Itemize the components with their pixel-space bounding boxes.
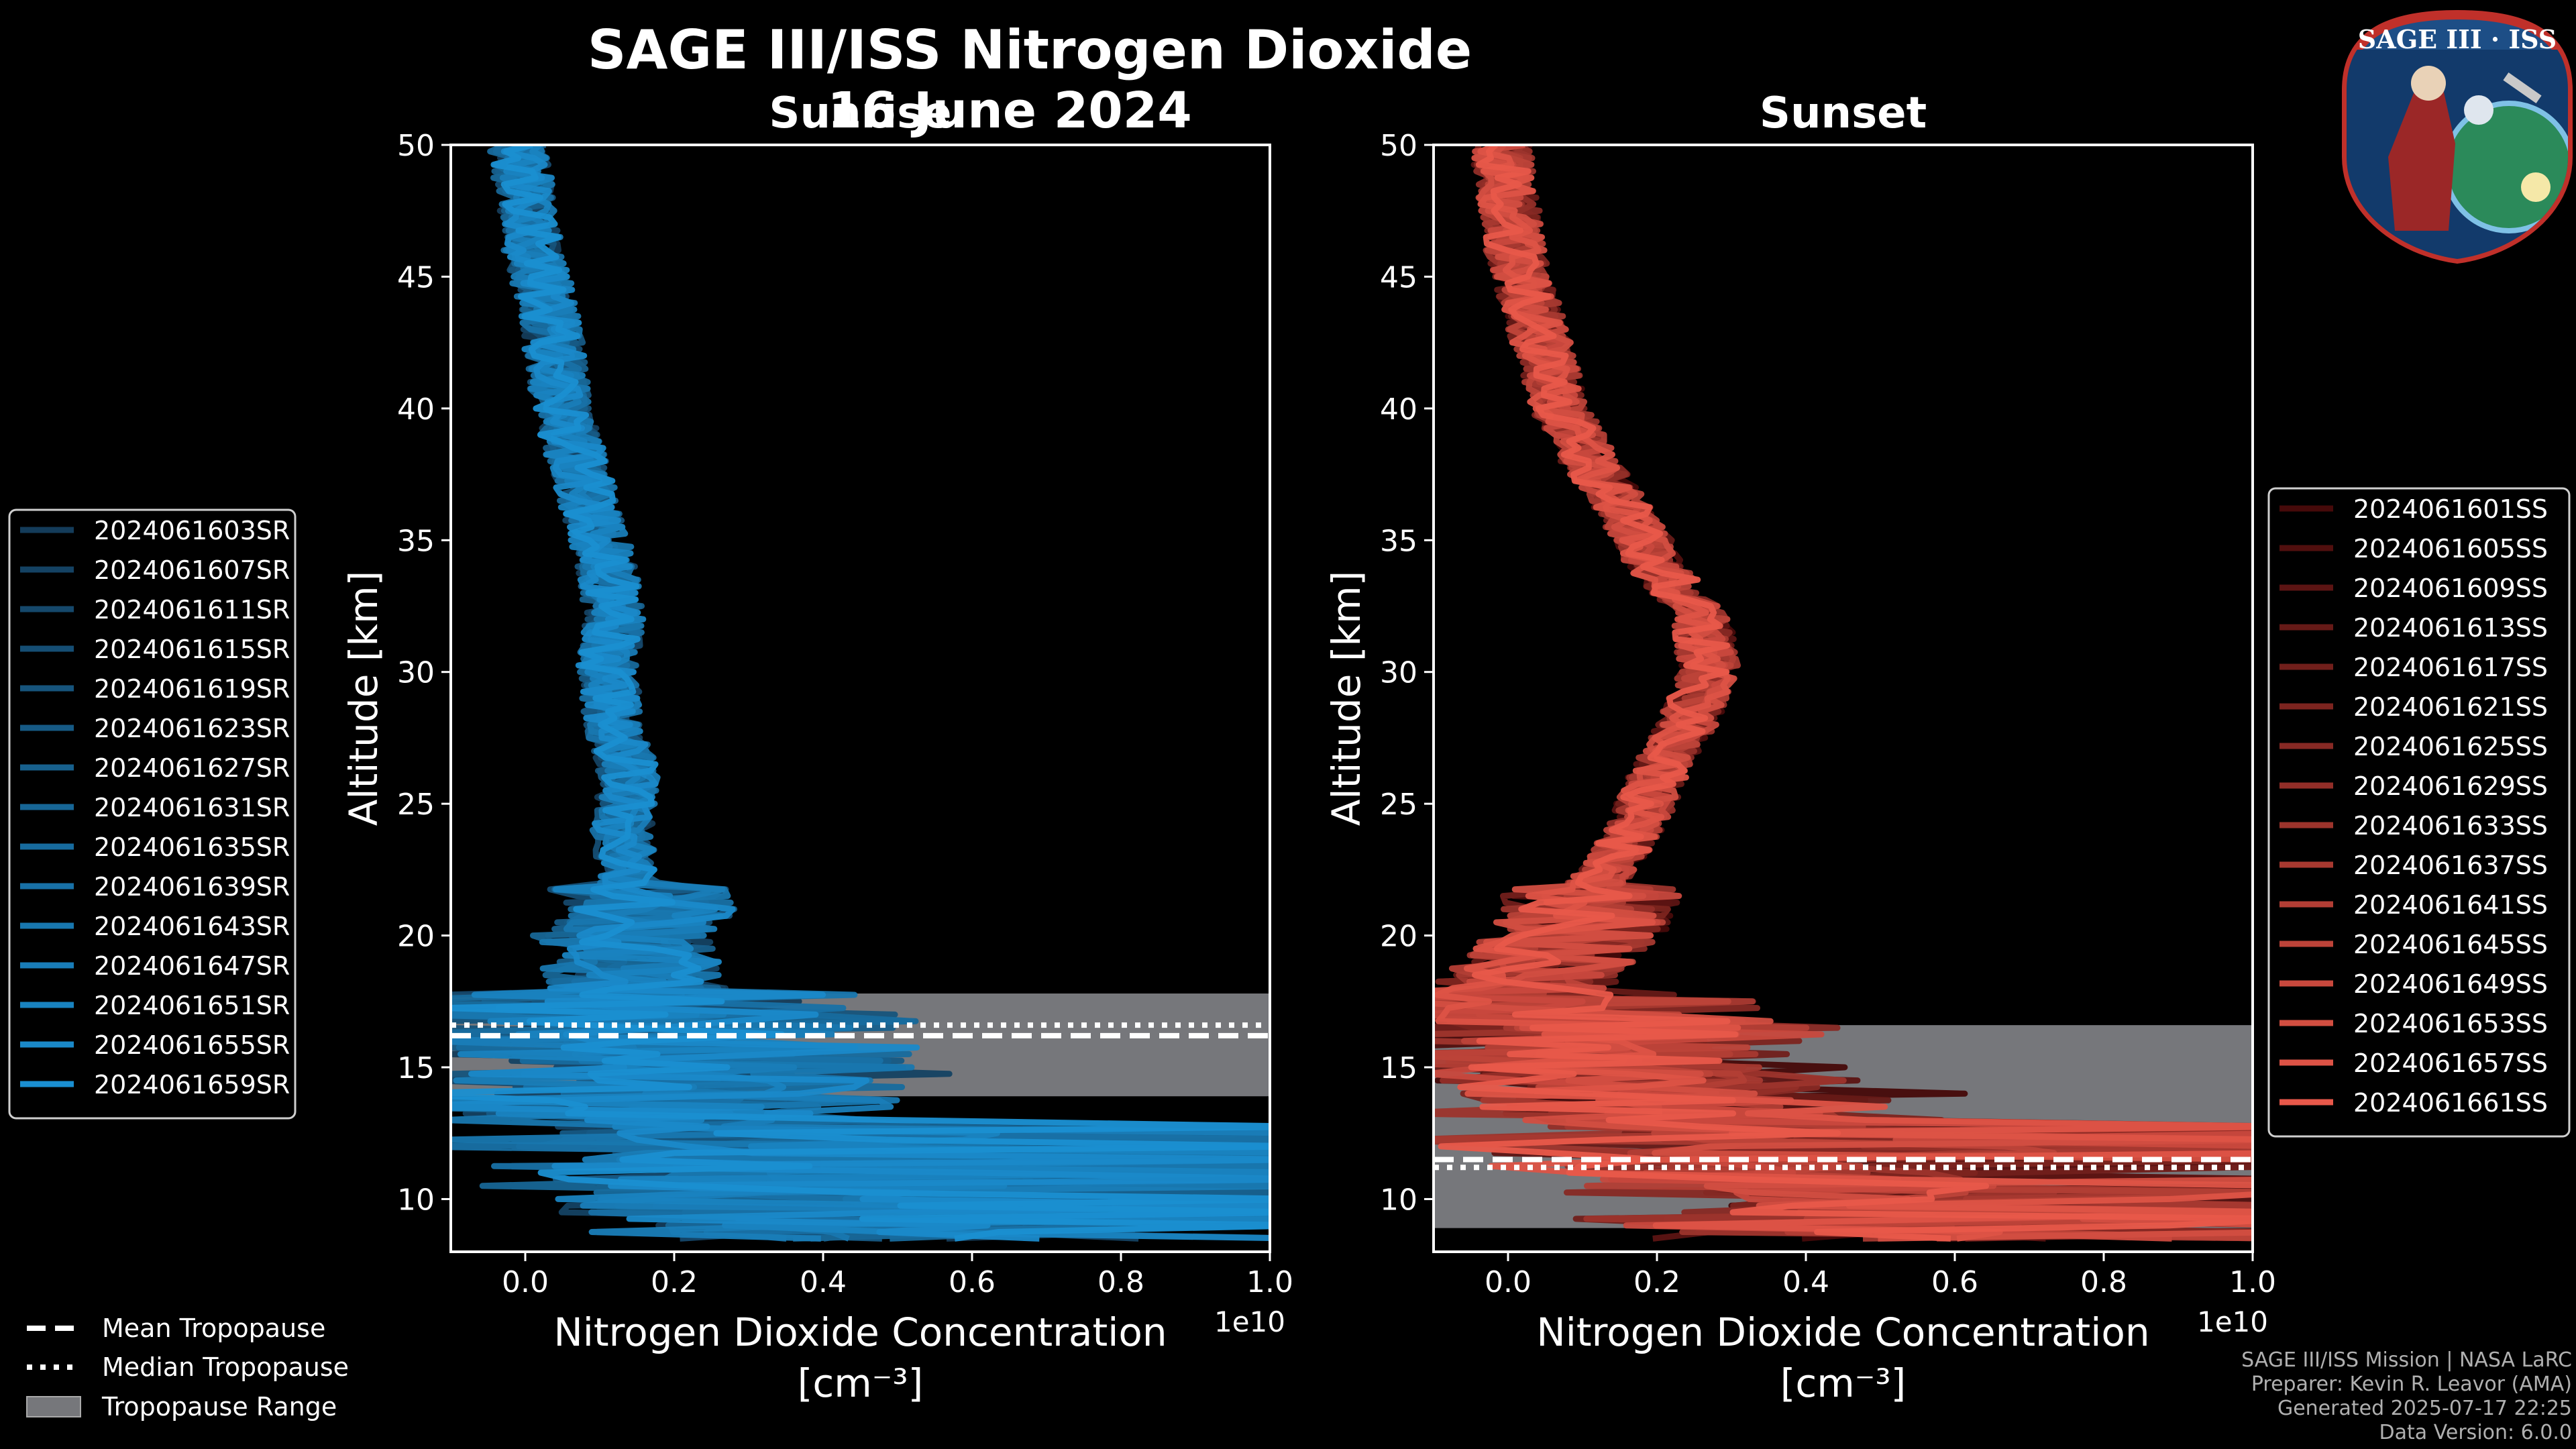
x-axis-units: [cm⁻³] [798, 1360, 924, 1406]
y-tick-label: 20 [1380, 920, 1417, 954]
legend-label: 2024061625SS [2353, 732, 2548, 761]
legend-label: 2024061621SS [2353, 692, 2548, 722]
plot-title-sunset: Sunset [1760, 89, 1927, 138]
y-tick-label: 50 [397, 129, 435, 163]
tropopause-range-label: Tropopause Range [101, 1392, 337, 1421]
legend-label: 2024061635SR [94, 833, 290, 862]
x-multiplier: 1e10 [1214, 1305, 1285, 1338]
legend-label: 2024061627SR [94, 753, 290, 783]
legend-label: 2024061601SS [2353, 494, 2548, 524]
y-tick-label: 20 [397, 920, 435, 954]
y-tick-label: 40 [397, 392, 435, 427]
plots-group: 10 15 20 25 30 35 40 45 50 0.0 0.2 0.4 0.6 0.8 1.0 1e10… [8, 89, 2571, 1406]
y-tick-label: 45 [397, 260, 435, 294]
x-tick-label: 1.0 [2229, 1265, 2276, 1299]
y-tick-label: 10 [1380, 1183, 1417, 1217]
legend-label: 2024061649SS [2353, 969, 2548, 999]
credit-preparer: Preparer: Kevin R. Leavor (AMA) [2251, 1373, 2572, 1396]
y-tick-label: 10 [397, 1183, 435, 1217]
x-tick-label: 0.8 [1097, 1265, 1144, 1299]
legend-label: 2024061613SS [2353, 613, 2548, 643]
legend-label: 2024061661SS [2353, 1088, 2548, 1118]
y-tick-label: 50 [1380, 129, 1417, 163]
figure-title: SAGE III/ISS Nitrogen Dioxide [588, 19, 1472, 81]
legend-label: 2024061653SS [2353, 1009, 2548, 1038]
mean-tropopause-label: Mean Tropopause [102, 1313, 325, 1343]
credit-mission: SAGE III/ISS Mission | NASA LaRC [2241, 1348, 2572, 1372]
legend-frame [2267, 487, 2571, 1138]
y-axis-label: Altitude [km] [1324, 571, 1369, 826]
y-axis-label: Altitude [km] [341, 571, 386, 826]
legend-label: 2024061641SS [2353, 890, 2548, 920]
plot-area [451, 145, 1270, 1242]
x-axis-units: [cm⁻³] [1780, 1360, 1907, 1406]
legend-label: 2024061629SS [2353, 771, 2548, 801]
y-tick-label: 25 [1380, 788, 1417, 822]
legend-label: 2024061647SR [94, 951, 290, 981]
series-legend-sunset: 2024061601SS 2024061605SS 2024061609SS 2024… [2267, 487, 2571, 1138]
tropopause-legend: Mean Tropopause Median Tropopause Tropop… [26, 1313, 349, 1421]
legend-label: 2024061607SR [94, 555, 290, 585]
plot-area [1434, 145, 2253, 1242]
profile-line-2024061661SS [1438, 145, 2253, 1242]
profile-line-2024061659SR [451, 145, 1270, 1242]
mission-badge: SAGE III · ISS [2341, 9, 2573, 264]
legend-label: 2024061617SS [2353, 653, 2548, 682]
plot-title-sunrise: Sunrise [769, 89, 951, 138]
legend-label: 2024061609SS [2353, 574, 2548, 603]
y-tick-label: 40 [1380, 392, 1417, 427]
x-tick-label: 0.6 [949, 1265, 996, 1299]
y-tick-label: 35 [1380, 524, 1417, 558]
legend-label: 2024061657SS [2353, 1049, 2548, 1078]
legend-label: 2024061619SR [94, 674, 290, 704]
plot-sunset: 10 15 20 25 30 35 40 45 50 0.0 0.2 0.4 0.6 0.8 1.0 1e10… [1324, 89, 2571, 1406]
legend-label: 2024061655SR [94, 1030, 290, 1060]
legend-label: 2024061605SS [2353, 534, 2548, 564]
legend-label: 2024061637SS [2353, 851, 2548, 880]
x-tick-label: 0.2 [651, 1265, 698, 1299]
legend-label: 2024061633SS [2353, 811, 2548, 841]
credit-version: Data Version: 6.0.0 [2379, 1421, 2572, 1444]
credits-footer: SAGE III/ISS Mission | NASA LaRC Prepare… [2241, 1348, 2572, 1445]
legend-label: 2024061615SR [94, 635, 290, 664]
x-tick-label: 0.0 [502, 1265, 549, 1299]
x-multiplier: 1e10 [2197, 1305, 2268, 1338]
series-legend-sunrise: 2024061603SR 2024061607SR 2024061611SR 2024… [8, 508, 297, 1120]
y-tick-label: 25 [397, 788, 435, 822]
y-tick-label: 35 [397, 524, 435, 558]
median-tropopause-label: Median Tropopause [102, 1352, 349, 1382]
x-tick-label: 0.0 [1485, 1265, 1532, 1299]
legend-frame [8, 508, 297, 1120]
legend-label: 2024061643SR [94, 912, 290, 941]
x-axis-label: Nitrogen Dioxide Concentration [553, 1309, 1167, 1355]
legend-label: 2024061659SR [94, 1070, 290, 1099]
x-tick-label: 0.8 [2080, 1265, 2127, 1299]
y-tick-label: 45 [1380, 260, 1417, 294]
badge-title: SAGE III · ISS [2358, 24, 2557, 54]
x-tick-label: 0.2 [1633, 1265, 1680, 1299]
x-tick-label: 1.0 [1246, 1265, 1293, 1299]
x-axis-label: Nitrogen Dioxide Concentration [1536, 1309, 2149, 1355]
legend-label: 2024061623SR [94, 714, 290, 743]
y-tick-label: 30 [397, 656, 435, 690]
x-tick-label: 0.4 [1782, 1265, 1829, 1299]
y-tick-label: 30 [1380, 656, 1417, 690]
x-tick-label: 0.6 [1931, 1265, 1978, 1299]
credit-generated: Generated 2025-07-17 22:25 [2277, 1397, 2572, 1420]
y-tick-label: 15 [1380, 1051, 1417, 1085]
legend-label: 2024061639SR [94, 872, 290, 902]
figure-date: 16 June 2024 [827, 82, 1192, 140]
plot-frame [1432, 144, 2254, 1253]
legend-label: 2024061631SR [94, 793, 290, 822]
x-tick-label: 0.4 [800, 1265, 847, 1299]
legend-label: 2024061603SR [94, 516, 290, 545]
legend-label: 2024061651SR [94, 991, 290, 1020]
legend-label: 2024061645SS [2353, 930, 2548, 959]
plot-sunrise: 10 15 20 25 30 35 40 45 50 0.0 0.2 0.4 0.6 0.8 1.0 1e10… [8, 89, 1293, 1406]
tropopause-range-swatch [26, 1396, 81, 1417]
y-tick-label: 15 [397, 1051, 435, 1085]
plot-frame [449, 144, 1271, 1253]
legend-label: 2024061611SR [94, 595, 290, 625]
